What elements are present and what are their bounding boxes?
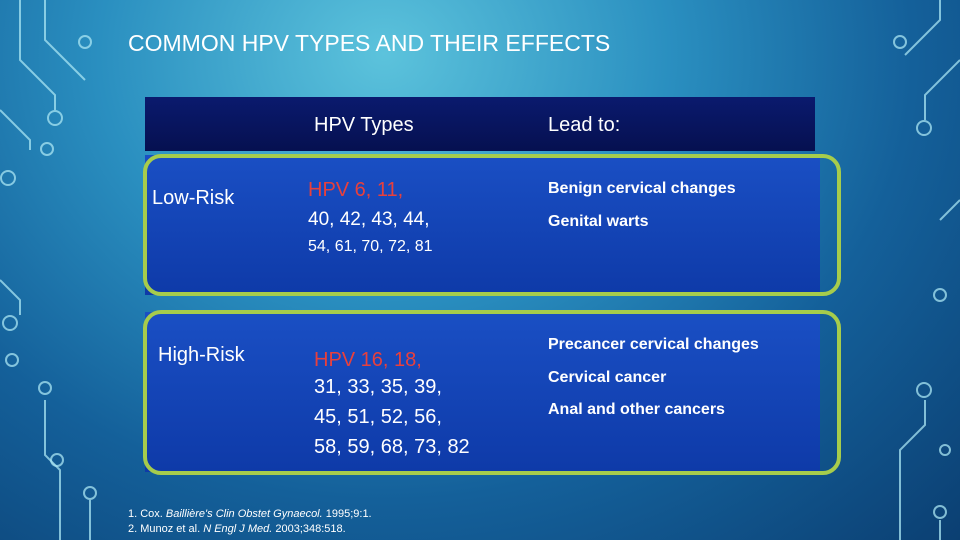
ref-journal: Baillière's Clin Obstet Gynaecol. (165, 508, 323, 520)
reference: 1. Cox. Baillière's Clin Obstet Gynaecol… (128, 508, 372, 520)
table-header (145, 97, 815, 151)
hpv-types: 54, 61, 70, 72, 81 (308, 238, 433, 255)
effect: Precancer cervical changes (548, 336, 759, 353)
ref-text: 1. Cox. (128, 508, 166, 520)
hpv-types: HPV 16, 18, (314, 349, 422, 371)
ref-journal: N Engl J Med. (203, 523, 273, 535)
hpv-types: 58, 59, 68, 73, 82 (314, 436, 470, 458)
row-background (145, 155, 820, 295)
row-label: Low-Risk (152, 187, 235, 209)
slide-title: COMMON HPV TYPES AND THEIR EFFECTS (128, 30, 611, 56)
effect: Benign cervical changes (548, 180, 736, 197)
reference: 2. Munoz et al. N Engl J Med. 2003;348:5… (128, 523, 346, 535)
ref-text: 2003;348:518. (272, 523, 346, 535)
hpv-types: 31, 33, 35, 39, (314, 376, 442, 398)
row-background (145, 312, 820, 472)
effect: Anal and other cancers (548, 401, 725, 418)
hpv-types: HPV 6, 11, (308, 179, 404, 201)
row-label: High-Risk (158, 344, 245, 366)
row-border (143, 310, 841, 475)
column-header: Lead to: (548, 114, 621, 136)
hpv-types: 45, 51, 52, 56, (314, 406, 442, 428)
effect: Cervical cancer (548, 369, 667, 386)
ref-text: 1995;9:1. (322, 508, 372, 520)
ref-text: 2. Munoz et al. (128, 523, 204, 535)
hpv-types: 40, 42, 43, 44, (308, 209, 430, 230)
column-header: HPV Types (314, 114, 414, 136)
row-border (143, 154, 841, 296)
effect: Genital warts (548, 213, 649, 230)
